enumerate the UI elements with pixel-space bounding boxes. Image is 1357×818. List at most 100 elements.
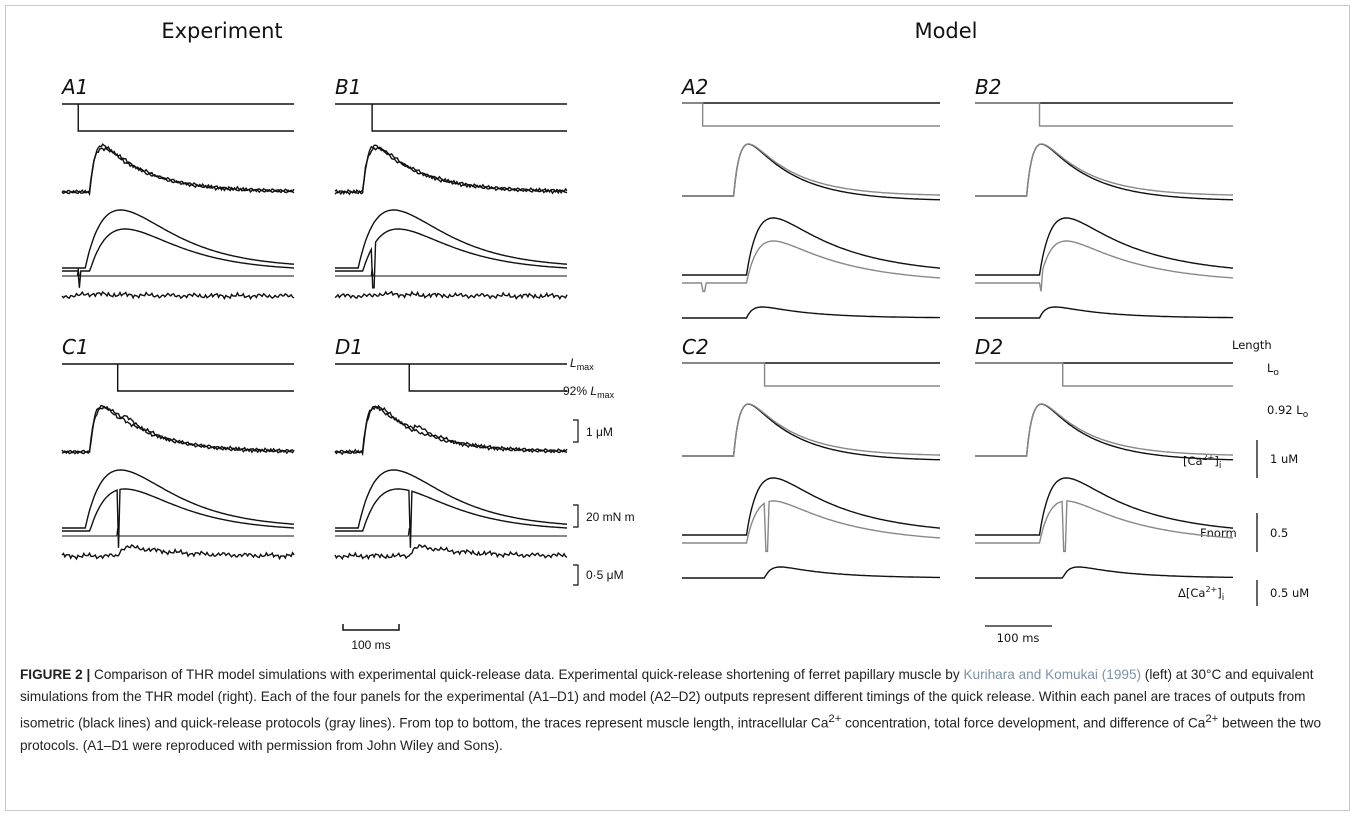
- force-trace: [975, 217, 1234, 276]
- force-trace: [62, 228, 295, 288]
- trace-label: ]: [1214, 454, 1219, 468]
- force-trace: [335, 469, 568, 529]
- scale-label: max: [597, 390, 615, 400]
- scale-label: Lmax: [570, 356, 594, 372]
- difference-trace: [334, 544, 568, 561]
- force-trace: [975, 500, 1234, 553]
- length-trace: [975, 102, 1233, 127]
- heading: Model: [914, 19, 977, 43]
- scale-label: o: [1303, 410, 1309, 420]
- trace-label: Length: [1232, 338, 1272, 352]
- caption-text: 2+: [1205, 713, 1219, 725]
- force-trace: [335, 488, 568, 548]
- trace-label: Δ[Ca2+]i: [1178, 585, 1224, 603]
- caption-text: concentration, total force development, …: [841, 715, 1206, 731]
- traces: [61, 102, 1234, 579]
- marker-trace: [62, 527, 294, 537]
- figure-frame: [5, 5, 1350, 811]
- figure: Experiment Model A1 B1 C1 D1 A2 B2 C2 D2…: [60, 19, 1309, 652]
- calcium-trace: [682, 143, 941, 201]
- caption-text: 2+: [828, 713, 842, 725]
- scale-label: 0.5: [1270, 526, 1288, 540]
- length-trace: [975, 362, 1233, 387]
- calcium-trace: [682, 403, 941, 461]
- calcium-trace: [975, 403, 1234, 461]
- scale-label: 0.92 Lo: [1267, 403, 1309, 420]
- calcium-trace: [682, 143, 940, 197]
- trace-label: i: [1219, 461, 1222, 471]
- force-trace: [62, 469, 295, 529]
- reference-link[interactable]: Kurihara and Komukai (1995): [963, 667, 1142, 682]
- marker-trace: [335, 267, 567, 277]
- trace-label: 2+: [1205, 585, 1217, 594]
- panel-label: C2: [682, 335, 709, 359]
- length-trace: [682, 362, 940, 387]
- force-trace: [682, 240, 941, 293]
- length-trace: [682, 102, 940, 127]
- trace-label: [Ca: [1183, 454, 1203, 468]
- force-trace: [62, 209, 295, 269]
- scale-label: 0·5 μM: [586, 568, 624, 582]
- panel-label: D1: [335, 335, 363, 359]
- scale-bar: [342, 624, 400, 631]
- calcium-trace: [682, 403, 940, 457]
- caption: FIGURE 2 | Comparison of THR model simul…: [20, 664, 1335, 757]
- difference-trace: [975, 566, 1234, 579]
- panel-label: C1: [62, 335, 89, 359]
- force-trace: [682, 477, 941, 536]
- scale-label: 100 ms: [997, 631, 1040, 645]
- trace-label: i: [1222, 593, 1225, 603]
- scale-label: Lo: [1267, 361, 1279, 378]
- scale-label: 0.92: [1267, 403, 1293, 417]
- scale-label: 1 uM: [1270, 452, 1298, 466]
- scale-label: L: [1296, 403, 1303, 417]
- difference-trace: [61, 290, 295, 301]
- panel-label: A2: [680, 75, 708, 99]
- calcium-trace: [334, 146, 568, 196]
- force-trace: [62, 488, 295, 548]
- force-trace: [682, 217, 941, 276]
- marker-trace: [335, 527, 567, 537]
- trace-label: ]: [1217, 586, 1222, 600]
- scale-label: 0.5 uM: [1270, 586, 1309, 600]
- scale-bracket: [573, 419, 579, 586]
- force-trace: [682, 500, 941, 553]
- caption-text: between the two protocols. (A1–D1 were r…: [20, 715, 1322, 753]
- calcium-trace: [975, 143, 1234, 201]
- length-trace: [62, 103, 294, 132]
- calcium-trace: [975, 403, 1233, 457]
- trace-label: [Ca2+]i: [1183, 453, 1221, 471]
- difference-trace: [682, 566, 940, 579]
- calcium-trace: [975, 143, 1233, 197]
- calcium-trace: [334, 144, 568, 196]
- difference-trace: [61, 544, 295, 561]
- scale-label: L: [1267, 361, 1274, 375]
- calcium-trace: [61, 405, 295, 455]
- difference-trace: [682, 306, 940, 319]
- force-trace: [335, 209, 568, 269]
- caption-label: FIGURE 2 |: [20, 667, 91, 682]
- difference-trace: [334, 290, 568, 301]
- scale-label: 20 mN m: [586, 510, 635, 524]
- calcium-trace: [334, 405, 568, 457]
- scale-label: max: [577, 362, 595, 372]
- panel-label: A1: [60, 75, 88, 99]
- length-trace: [62, 363, 294, 392]
- force-trace: [335, 228, 568, 289]
- scale-label: 100 ms: [351, 638, 390, 652]
- marker-trace: [62, 267, 294, 277]
- trace-label: 2+: [1203, 453, 1215, 462]
- panel-label: B1: [335, 75, 361, 99]
- scale-label: L: [570, 356, 577, 370]
- length-trace: [335, 363, 567, 392]
- panel-label: B2: [975, 75, 1001, 99]
- scale-label: L: [590, 384, 597, 398]
- trace-label: Δ[Ca: [1178, 586, 1205, 600]
- force-trace: [975, 240, 1234, 292]
- caption-text: Comparison of THR model simulations with…: [90, 667, 964, 682]
- force-trace: [975, 477, 1234, 536]
- scale-label: 92% Lmax: [563, 384, 615, 400]
- scale-label: 92%: [563, 384, 587, 398]
- heading: Experiment: [161, 19, 282, 43]
